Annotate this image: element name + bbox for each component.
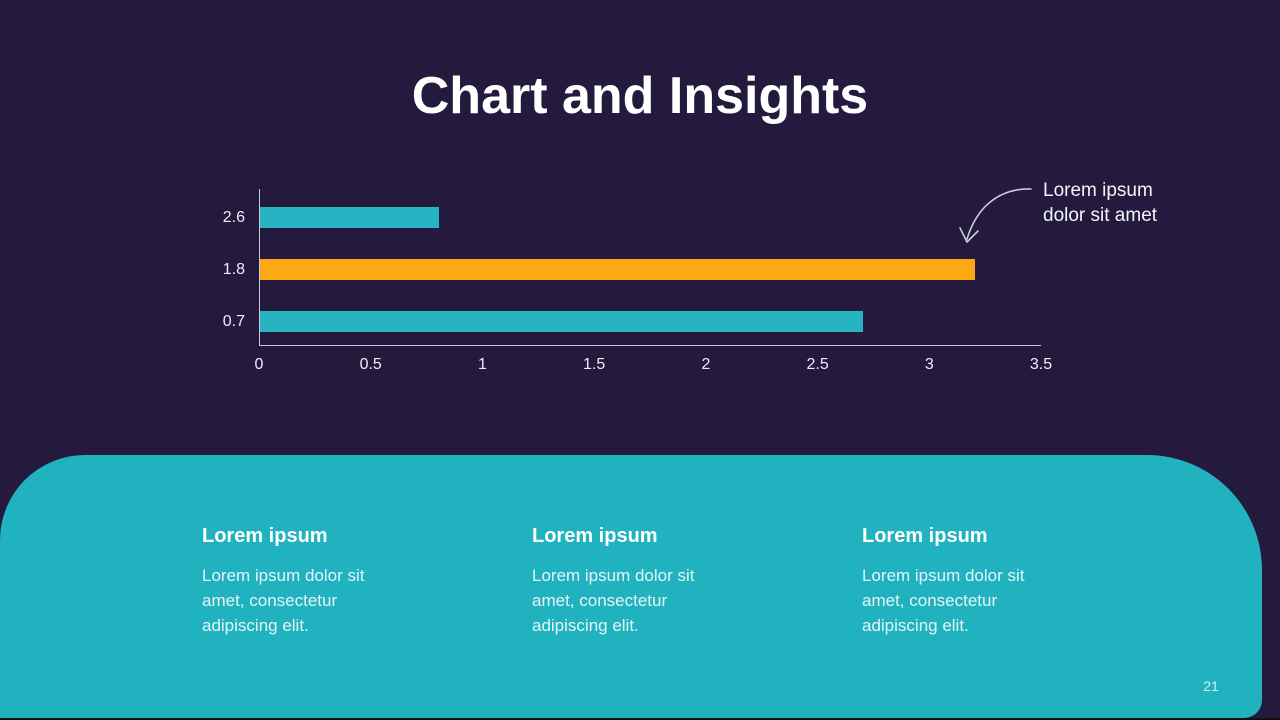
insights-columns: Lorem ipsum Lorem ipsum dolor sit amet, …	[202, 525, 1192, 638]
x-tick-label: 2	[701, 356, 711, 373]
insights-panel: Lorem ipsum Lorem ipsum dolor sit amet, …	[0, 455, 1262, 718]
slide-title: Chart and Insights	[411, 67, 869, 125]
insight-heading: Lorem ipsum	[202, 525, 328, 547]
insight-heading: Lorem ipsum	[862, 525, 988, 547]
insight-column-1: Lorem ipsum Lorem ipsum dolor sit amet, …	[202, 525, 532, 638]
insight-column-2: Lorem ipsum Lorem ipsum dolor sit amet, …	[532, 525, 862, 638]
chart-annotation: Lorem ipsum dolor sit amet	[1043, 178, 1157, 228]
chart-annotation-line1: Lorem ipsum	[1043, 180, 1153, 201]
insight-body: Lorem ipsum dolor sit amet, consectetur …	[202, 566, 365, 635]
y-axis-label: 1.8	[222, 261, 245, 278]
bar-teal-top	[260, 207, 439, 228]
chart-annotation-line2: dolor sit amet	[1043, 205, 1158, 226]
x-tick-label: 0.5	[359, 356, 382, 373]
x-tick-label: 0	[254, 356, 264, 373]
x-tick-label: 1.5	[582, 356, 606, 373]
x-axis-line	[259, 345, 1041, 346]
x-tick-label: 3	[924, 356, 934, 373]
x-tick-label: 3.5	[1029, 356, 1053, 373]
bar-teal-bottom	[260, 311, 864, 332]
y-axis-line	[259, 189, 260, 346]
insight-column-3: Lorem ipsum Lorem ipsum dolor sit amet, …	[862, 525, 1192, 638]
insight-heading: Lorem ipsum	[532, 525, 658, 547]
y-axis-label: 0.7	[222, 313, 245, 330]
page-number: 21	[1203, 678, 1219, 694]
insight-body: Lorem ipsum dolor sit amet, consectetur …	[862, 566, 1025, 635]
y-axis-label: 2.6	[222, 209, 245, 226]
insight-body: Lorem ipsum dolor sit amet, consectetur …	[532, 566, 695, 635]
x-tick-label: 1	[477, 356, 487, 373]
x-tick-label: 2.5	[806, 356, 829, 373]
bar-orange-middle	[260, 259, 975, 280]
